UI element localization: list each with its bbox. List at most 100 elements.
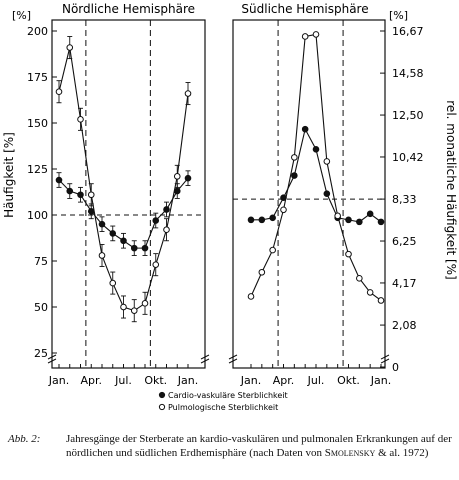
north-y-tick-label: 125	[27, 163, 48, 176]
north-pulmonary-point	[141, 300, 149, 307]
south-pulmonary-point	[377, 297, 385, 304]
south-cardiovascular-point	[258, 216, 266, 224]
north-pulmonary-point	[163, 226, 170, 234]
north-pulmonary-line	[58, 47, 189, 312]
south-cardiovascular-point	[312, 146, 320, 153]
north-cardiovascular-point	[66, 187, 74, 195]
legend-marker	[158, 403, 166, 411]
south-cardiovascular-line	[251, 127, 382, 223]
north-y-tick-label: 100	[27, 209, 48, 222]
north-pulmonary-point	[173, 173, 181, 180]
south-left-axis-break-b	[228, 358, 238, 364]
north-y-axis-label: Häufigkeit [%]	[2, 132, 16, 218]
north-y-tick-label: 25	[34, 347, 48, 360]
south-pulmonary-point	[269, 246, 276, 254]
caption-author: Smolensky	[324, 447, 376, 459]
north-x-tick-label: Okt.	[144, 374, 167, 387]
north-cardiovascular-point	[173, 187, 181, 195]
north-title: Nördliche Hemisphäre	[62, 2, 195, 16]
north-cardiovascular-point	[55, 176, 63, 184]
north-x-tick-label: Jan.	[48, 374, 69, 387]
south-y-unit: [%]	[389, 9, 408, 22]
north-cardiovascular-point	[130, 244, 138, 252]
south-left-axis-break-a	[228, 354, 238, 360]
north-x-tick-label: Apr.	[80, 374, 102, 387]
north-cardiovascular-point	[87, 208, 95, 215]
south-pulmonary-point	[323, 158, 331, 165]
caption-text-after: & al. 1972)	[375, 447, 429, 459]
south-pulmonary-point	[312, 31, 320, 38]
south-y-tick-label: 6,25	[392, 235, 417, 248]
north-right-axis-break-b	[200, 358, 210, 364]
south-title: Südliche Hemisphäre	[241, 2, 368, 16]
north-right-axis-break-a	[200, 354, 210, 360]
south-pulmonary-point	[334, 212, 341, 220]
north-cardiovascular-point	[152, 217, 160, 224]
south-pulmonary-point	[247, 293, 255, 300]
south-y-tick-label: 8,33	[392, 193, 417, 206]
caption-text-before: Jahresgänge der Sterberate an kardio-vas…	[66, 433, 452, 459]
north-pulmonary-point	[120, 303, 127, 311]
north-cardiovascular-point	[109, 230, 117, 237]
north-pulmonary-point	[152, 261, 160, 268]
south-x-tick-label: Jul.	[307, 374, 325, 387]
south-y-tick-label: 4,17	[392, 277, 417, 290]
north-cardiovascular-point	[141, 244, 149, 252]
north-y-tick-label: 150	[27, 117, 48, 130]
north-cardiovascular-point	[120, 237, 127, 245]
south-cardiovascular-point	[269, 214, 276, 222]
south-y-tick-label: 0	[392, 361, 399, 374]
legend-marker	[158, 391, 166, 399]
south-cardiovascular-point	[356, 218, 363, 226]
south-pulmonary-point	[301, 33, 309, 40]
north-y-tick-label: 75	[34, 255, 48, 268]
south-y-tick-label: 16,67	[392, 25, 424, 38]
north-plot-frame	[51, 19, 206, 369]
north-x-tick-label: Jul.	[114, 374, 132, 387]
north-pulmonary-point	[87, 191, 95, 199]
north-y-unit: [%]	[12, 9, 31, 22]
north-left-axis-break-a	[47, 354, 57, 360]
south-right-axis-break-b	[380, 358, 390, 364]
south-y-tick-label: 2,08	[392, 319, 417, 332]
north-cardiovascular-point	[184, 174, 192, 182]
south-y-axis-label: rel. monatliche Häufigkeit [%]	[444, 100, 458, 279]
north-y-tick-label: 50	[34, 301, 48, 314]
south-x-tick-label: Apr.	[273, 374, 295, 387]
north-cardiovascular-point	[98, 220, 106, 228]
north-cardiovascular-point	[77, 191, 84, 199]
south-pulmonary-point	[291, 154, 298, 161]
north-x-tick-label: Jan.	[177, 374, 198, 387]
legend-label: Pulmologische Sterblichkeit	[168, 403, 278, 412]
south-cardiovascular-point	[301, 125, 309, 133]
north-left-axis-break-b	[47, 358, 57, 364]
north-pulmonary-point	[55, 88, 63, 96]
south-x-tick-label: Jan.	[370, 374, 391, 387]
seasonal-mortality-chart: Nördliche Hemisphäre Südliche Hemisphäre 2…	[2, 2, 458, 412]
south-pulmonary-point	[280, 206, 287, 214]
south-cardiovascular-point	[323, 190, 331, 197]
south-cardiovascular-point	[366, 210, 374, 218]
caption-text: Jahresgänge der Sterberate an kardio-vas…	[66, 432, 454, 460]
north-pulmonary-point	[109, 279, 117, 287]
south-cardiovascular-point	[345, 216, 352, 224]
south-y-tick-label: 14,58	[392, 67, 424, 80]
legend-label: Cardio-vaskuläre Sterblichkeit	[168, 391, 288, 400]
north-y-tick-label: 175	[27, 71, 48, 84]
north-pulmonary-point	[66, 44, 74, 51]
north-pulmonary-point	[184, 90, 192, 97]
south-x-tick-label: Okt.	[337, 374, 360, 387]
south-cardiovascular-point	[247, 216, 255, 224]
south-pulmonary-point	[345, 250, 352, 258]
south-y-tick-label: 10,42	[392, 151, 424, 164]
north-y-tick-label: 200	[27, 25, 48, 38]
south-plot-frame	[232, 19, 386, 369]
south-y-tick-label: 12,50	[392, 109, 424, 122]
south-pulmonary-point	[356, 275, 363, 282]
north-pulmonary-point	[77, 116, 84, 123]
north-pulmonary-point	[98, 252, 106, 259]
north-cardiovascular-point	[163, 206, 170, 213]
south-pulmonary-point	[366, 289, 374, 296]
south-x-tick-label: Jan.	[240, 374, 261, 387]
caption-label: Abb. 2:	[8, 433, 41, 445]
